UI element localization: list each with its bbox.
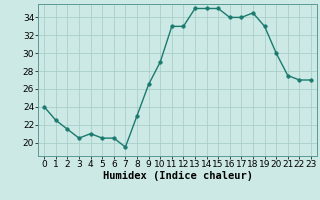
X-axis label: Humidex (Indice chaleur): Humidex (Indice chaleur) [103,171,252,181]
